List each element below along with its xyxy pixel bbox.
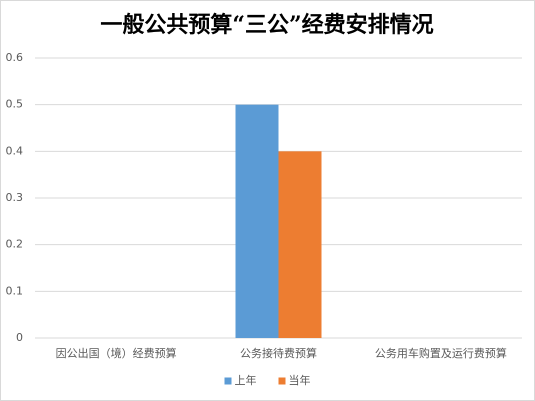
chart-title: 一般公共预算“三公”经费安排情况	[100, 12, 433, 38]
y-tick-label: 0.4	[6, 144, 24, 157]
x-tick-label: 公务用车购置及运行费预算	[375, 346, 507, 360]
y-tick-label: 0.3	[6, 191, 24, 204]
legend-label: 上年	[235, 373, 257, 387]
legend-swatch	[278, 377, 286, 385]
y-tick-label: 0.1	[6, 284, 24, 297]
y-tick-label: 0	[16, 331, 23, 344]
legend-label: 当年	[289, 373, 311, 387]
y-tick-label: 0.2	[6, 238, 24, 251]
y-tick-label: 0.6	[6, 51, 24, 64]
bar	[235, 104, 279, 339]
bar	[278, 151, 322, 338]
x-tick-label: 因公出国（境）经费预算	[56, 346, 177, 360]
y-tick-label: 0.5	[6, 98, 24, 111]
x-tick-label: 公务接待费预算	[240, 346, 317, 360]
legend-swatch	[224, 377, 232, 385]
